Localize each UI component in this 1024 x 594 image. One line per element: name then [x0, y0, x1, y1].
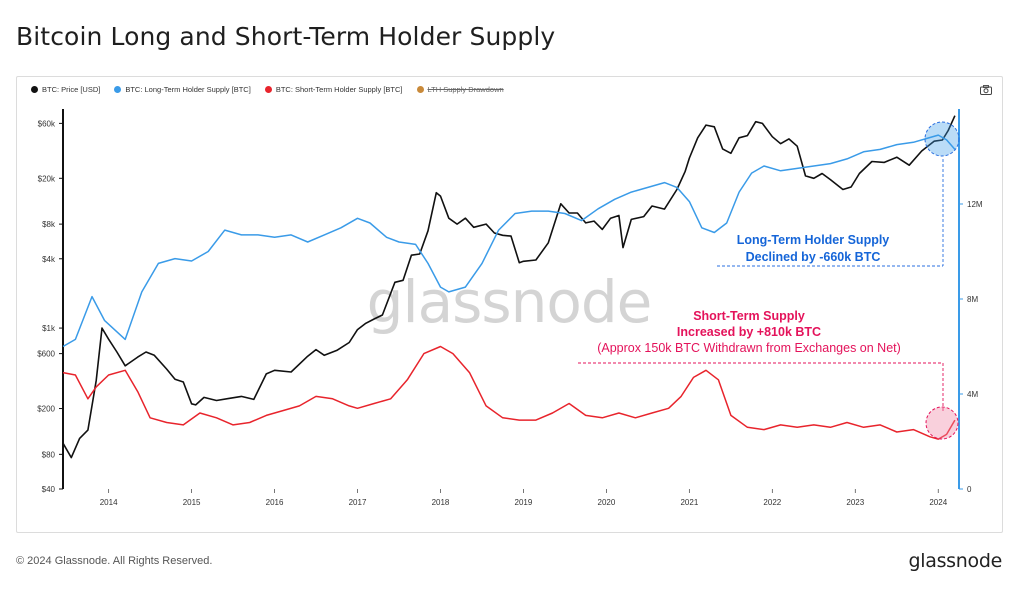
legend-dot-drawdown: [416, 86, 424, 93]
lth-supply-series-line: [62, 134, 956, 348]
left-tick-label: $80: [42, 450, 56, 459]
legend-label-drawdown: LTH Supply Drawdown: [427, 85, 504, 94]
left-tick-label: $4k: [42, 255, 56, 264]
left-tick-label: $200: [37, 405, 55, 414]
lth-annotation-line1: Long-Term Holder Supply: [737, 233, 890, 247]
left-tick-label: $60k: [38, 119, 56, 128]
x-tick-label: 2018: [432, 498, 450, 507]
camera-icon[interactable]: [980, 85, 992, 95]
copyright-footer: © 2024 Glassnode. All Rights Reserved.: [16, 555, 213, 567]
page-title: Bitcoin Long and Short-Term Holder Suppl…: [16, 22, 556, 51]
legend-label-lth: BTC: Long-Term Holder Supply [BTC]: [125, 85, 251, 94]
legend-item-lth-drawdown[interactable]: LTH Supply Drawdown: [416, 85, 504, 94]
x-tick-label: 2024: [929, 498, 947, 507]
x-tick-label: 2020: [598, 498, 616, 507]
chart-legend: BTC: Price [USD] BTC: Long-Term Holder S…: [31, 85, 504, 94]
right-tick-label: 4M: [967, 390, 978, 399]
left-axis-ticks: $40 $80 $200 $600 $1k $4k $8k $20k $60k: [37, 119, 63, 494]
lth-highlight-circle: [924, 121, 960, 157]
sth-annotation-line3: (Approx 150k BTC Withdrawn from Exchange…: [597, 341, 901, 355]
sth-annotation-line1: Short-Term Supply: [693, 309, 805, 323]
legend-item-lth[interactable]: BTC: Long-Term Holder Supply [BTC]: [114, 85, 251, 94]
left-tick-label: $20k: [38, 174, 56, 183]
x-tick-label: 2016: [266, 498, 284, 507]
left-tick-label: $8k: [42, 220, 56, 229]
right-axis-ticks: 0 4M 8M 12M: [959, 200, 983, 494]
lth-annotation-line2: Declined by -660k BTC: [746, 250, 881, 264]
right-tick-label: 0: [967, 485, 972, 494]
right-tick-label: 8M: [967, 295, 978, 304]
left-tick-label: $1k: [42, 324, 56, 333]
legend-label-price: BTC: Price [USD]: [42, 85, 101, 94]
x-tick-label: 2015: [183, 498, 201, 507]
left-tick-label: $600: [37, 350, 55, 359]
right-tick-label: 12M: [967, 200, 983, 209]
x-tick-label: 2023: [846, 498, 864, 507]
left-tick-label: $40: [42, 485, 56, 494]
legend-dot-price: [31, 86, 38, 93]
legend-dot-lth: [114, 86, 122, 93]
sth-annotation-line2: Increased by +810k BTC: [677, 325, 821, 339]
legend-item-sth[interactable]: BTC: Short-Term Holder Supply [BTC]: [264, 85, 403, 94]
x-tick-label: 2021: [680, 498, 698, 507]
sth-highlight-circle: [925, 406, 959, 440]
sth-supply-series-line: [62, 345, 956, 440]
chart-svg: glassnode $40 $80 $200 $600 $1k $4k $8k $20k $60…: [37, 109, 983, 507]
chart-card: BTC: Price [USD] BTC: Long-Term Holder S…: [16, 76, 1003, 533]
x-tick-label: 2014: [100, 498, 118, 507]
legend-item-price[interactable]: BTC: Price [USD]: [31, 85, 100, 94]
legend-label-sth: BTC: Short-Term Holder Supply [BTC]: [275, 85, 403, 94]
legend-dot-sth: [264, 86, 272, 93]
x-axis-ticks: 2014 2015 2016 2017 2018 2019 2020 2021 2022 2023…: [100, 489, 948, 507]
x-tick-label: 2022: [763, 498, 781, 507]
glassnode-logo: glassnode: [908, 550, 1003, 572]
watermark: glassnode: [367, 268, 652, 336]
x-tick-label: 2017: [349, 498, 367, 507]
series-layer: [62, 115, 956, 459]
price-series-line: [62, 115, 956, 459]
x-tick-label: 2019: [515, 498, 533, 507]
